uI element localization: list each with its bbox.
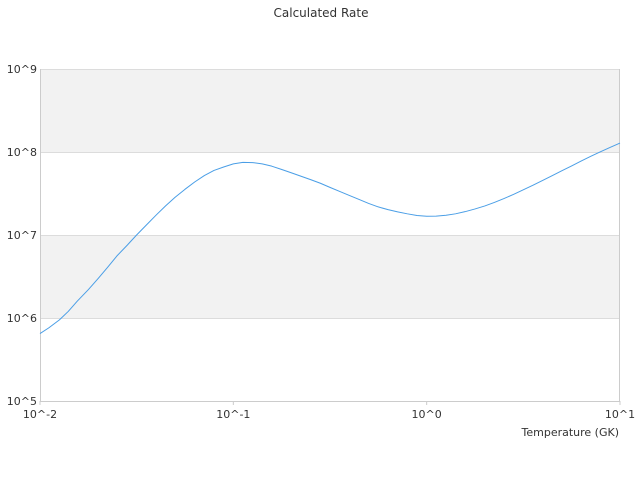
plot-band bbox=[40, 235, 620, 318]
y-tick-label: 10^8 bbox=[7, 146, 37, 159]
y-tick-label: 10^7 bbox=[7, 229, 37, 242]
plot-band bbox=[40, 69, 620, 152]
y-axis-tick-labels: 10^5 10^6 10^7 10^8 10^9 bbox=[7, 63, 37, 408]
x-tick-label: 10^-2 bbox=[23, 408, 57, 421]
chart-title: Calculated Rate bbox=[274, 6, 369, 20]
x-axis-tick-labels: 10^-2 10^-1 10^0 10^1 bbox=[23, 401, 635, 421]
x-axis-label: Temperature (GK) bbox=[521, 426, 620, 439]
plot-axes bbox=[40, 69, 620, 402]
x-tick-label: 10^1 bbox=[605, 408, 635, 421]
plot-bands bbox=[40, 69, 620, 318]
y-tick-label: 10^6 bbox=[7, 312, 37, 325]
x-tick-label: 10^0 bbox=[412, 408, 442, 421]
series-layer bbox=[39, 142, 621, 334]
series-line-0 bbox=[39, 142, 621, 334]
y-tick-label: 10^5 bbox=[7, 395, 37, 408]
y-tick-label: 10^9 bbox=[7, 63, 37, 76]
x-tick-label: 10^-1 bbox=[216, 408, 250, 421]
